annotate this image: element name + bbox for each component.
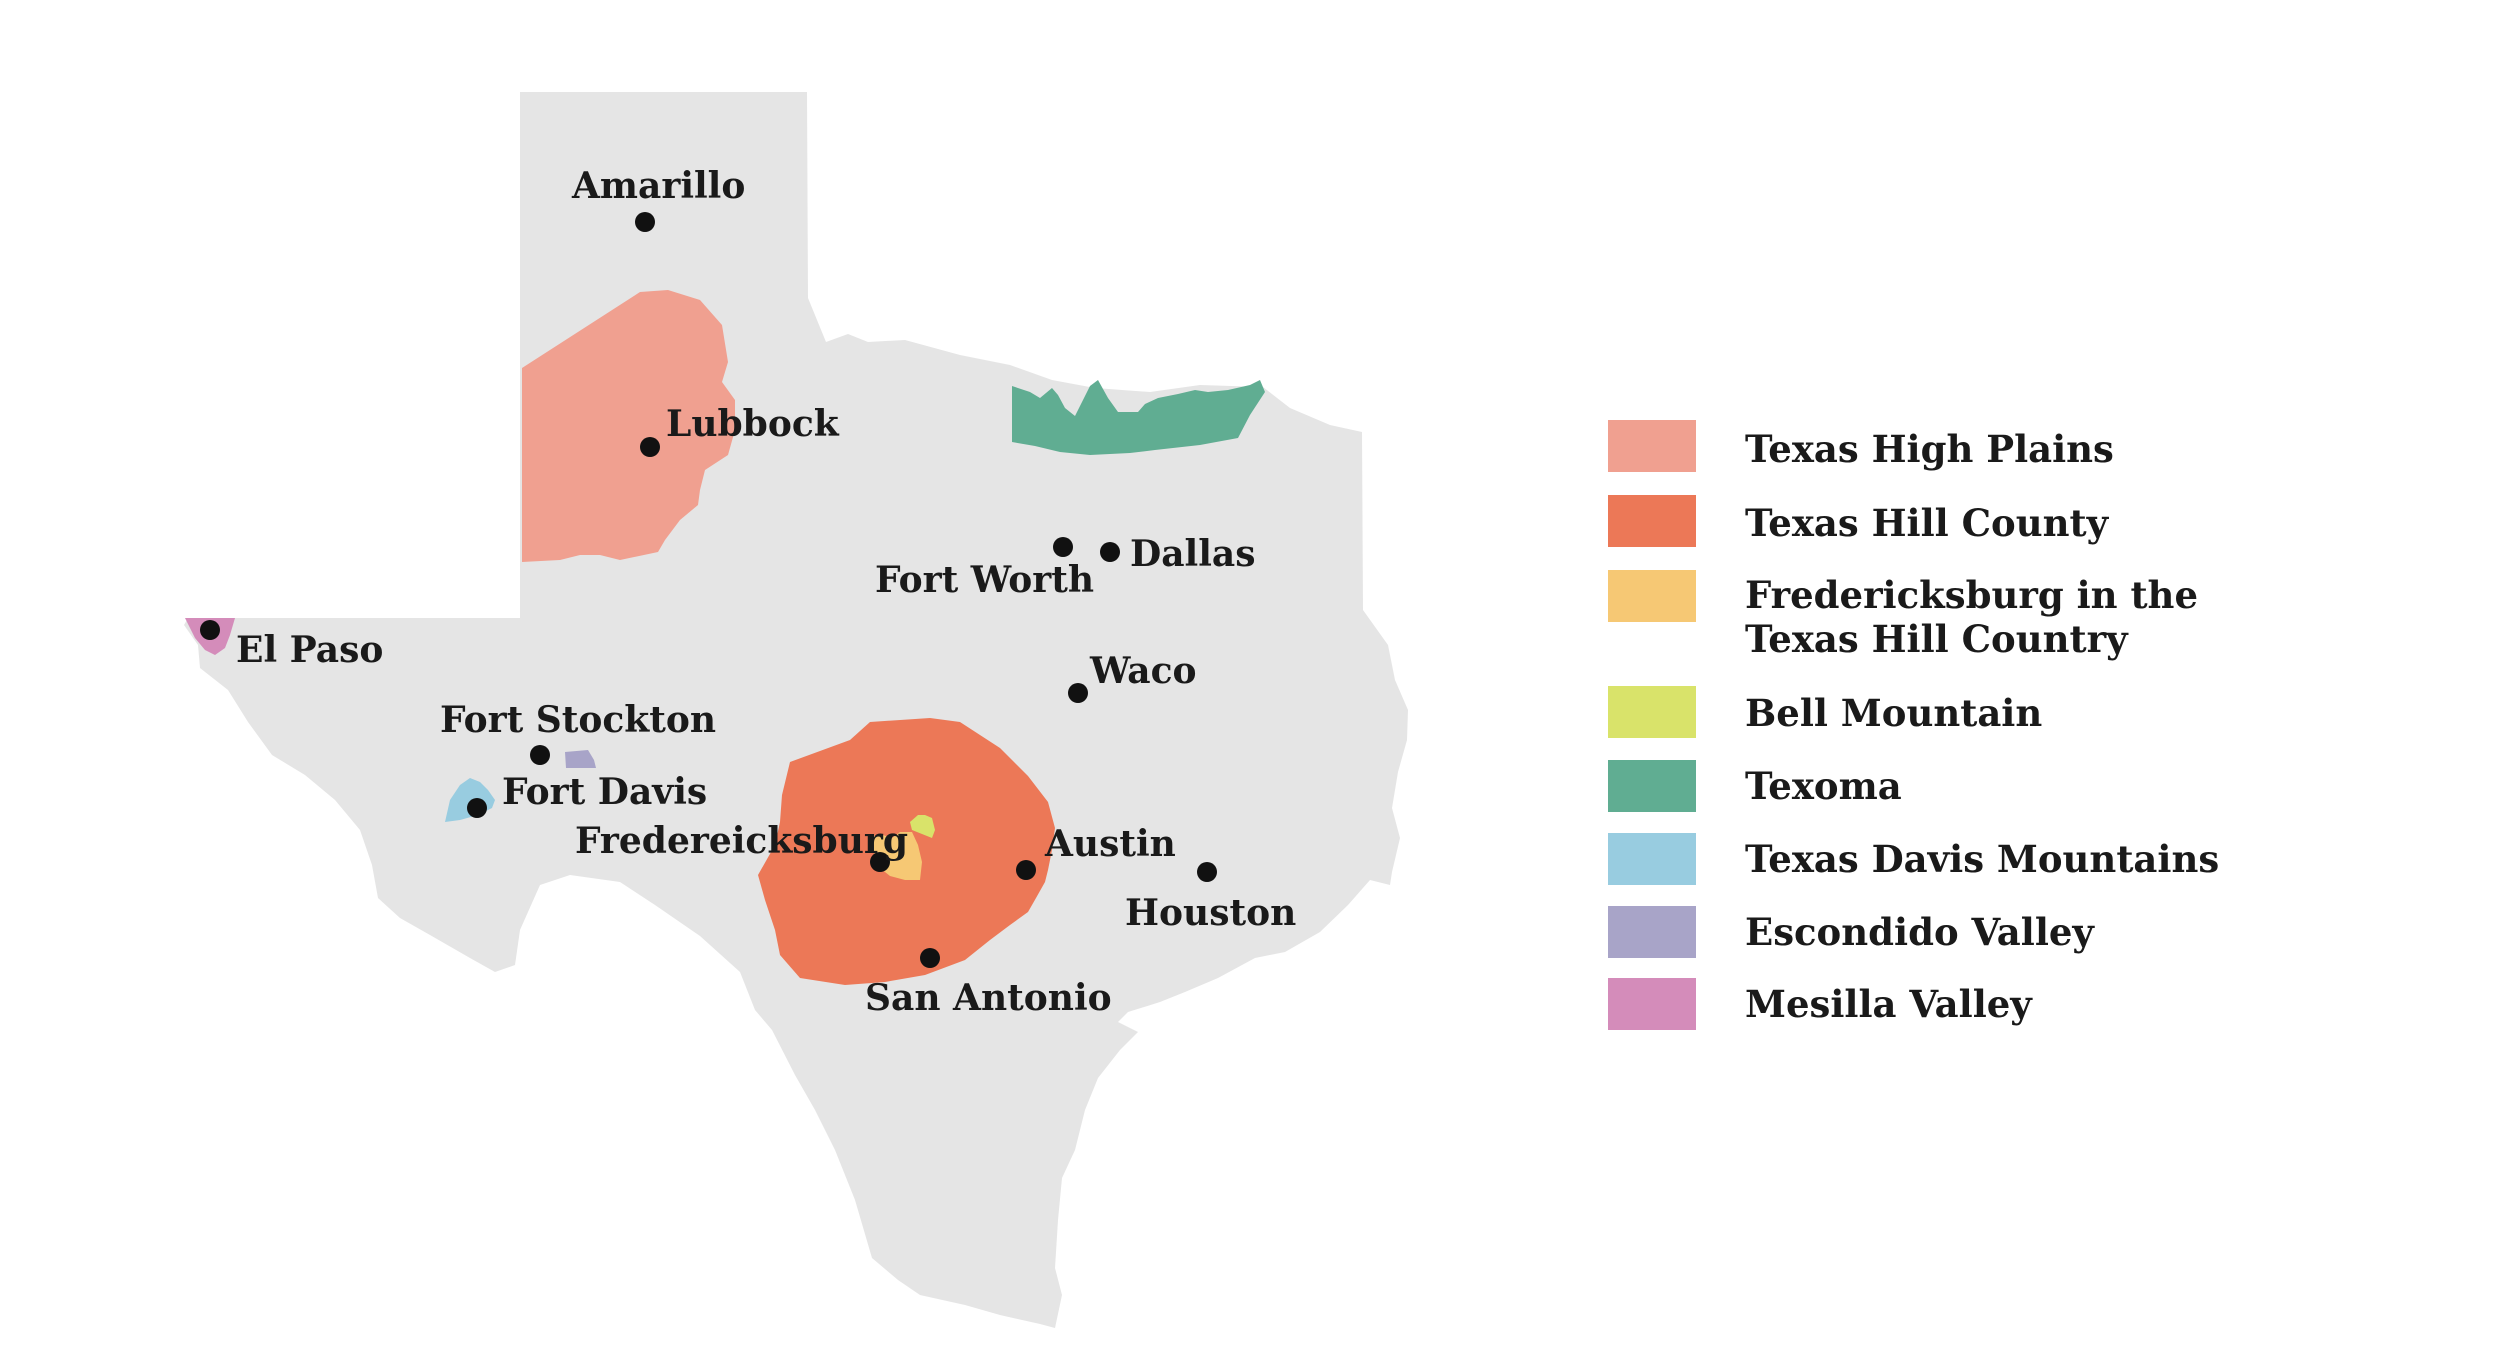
region-bell-mountain [910, 815, 935, 838]
region-texoma [1012, 380, 1265, 455]
city-label-houston: Houston [1125, 892, 1296, 934]
legend-swatch-texas-hill-county [1608, 495, 1696, 547]
legend-label-fredericksburg-line2: Texas Hill Country [1745, 617, 2129, 661]
city-dot-amarillo [635, 212, 655, 232]
legend-label-fredericksburg-line1: Fredericksburg in the [1745, 573, 2198, 617]
legend-label-escondido-valley: Escondido Valley [1745, 910, 2095, 954]
region-escondido-valley [565, 750, 596, 768]
city-label-fort-davis: Fort Davis [502, 771, 707, 813]
city-dot-el-paso [200, 620, 220, 640]
legend-swatch-texas-high-plains [1608, 420, 1696, 472]
city-label-dallas: Dallas [1130, 533, 1256, 575]
city-dot-lubbock [640, 437, 660, 457]
city-dot-fort-stockton [530, 745, 550, 765]
legend-swatch-escondido-valley [1608, 906, 1696, 958]
legend-swatch-fredericksburg [1608, 570, 1696, 622]
legend-swatch-mesilla-valley [1608, 978, 1696, 1030]
city-dot-houston [1197, 862, 1217, 882]
city-dot-waco [1068, 683, 1088, 703]
city-dot-fredereicksburg [870, 852, 890, 872]
legend-swatch-texas-davis-mountains [1608, 833, 1696, 885]
legend-swatch-texoma [1608, 760, 1696, 812]
legend-label-bell-mountain: Bell Mountain [1745, 691, 2042, 735]
region-texas-high-plains [522, 290, 735, 562]
city-label-el-paso: El Paso [236, 629, 383, 671]
legend: Texas High Plains Texas Hill County Fred… [1608, 420, 2219, 1030]
city-label-fredereicksburg: Fredereicksburg [575, 820, 908, 862]
city-dot-austin [1016, 860, 1036, 880]
legend-label-texas-high-plains: Texas High Plains [1745, 427, 2114, 471]
city-dot-dallas [1100, 542, 1120, 562]
legend-swatch-bell-mountain [1608, 686, 1696, 738]
legend-label-mesilla-valley: Mesilla Valley [1745, 982, 2033, 1026]
city-label-san-antonio: San Antonio [865, 977, 1112, 1019]
city-label-lubbock: Lubbock [666, 403, 840, 445]
city-label-amarillo: Amarillo [571, 165, 745, 207]
legend-label-texas-hill-county: Texas Hill County [1745, 501, 2110, 545]
city-dot-fort-davis [467, 798, 487, 818]
city-dot-fort-worth [1053, 537, 1073, 557]
city-label-fort-worth: Fort Worth [875, 559, 1094, 601]
city-label-austin: Austin [1044, 823, 1176, 865]
city-label-waco: Waco [1089, 650, 1197, 692]
texas-state-shape [184, 92, 1408, 1328]
city-dot-san-antonio [920, 948, 940, 968]
legend-label-texas-davis-mountains: Texas Davis Mountains [1745, 837, 2219, 881]
legend-label-texoma: Texoma [1745, 764, 1902, 808]
city-label-fort-stockton: Fort Stockton [440, 699, 716, 741]
